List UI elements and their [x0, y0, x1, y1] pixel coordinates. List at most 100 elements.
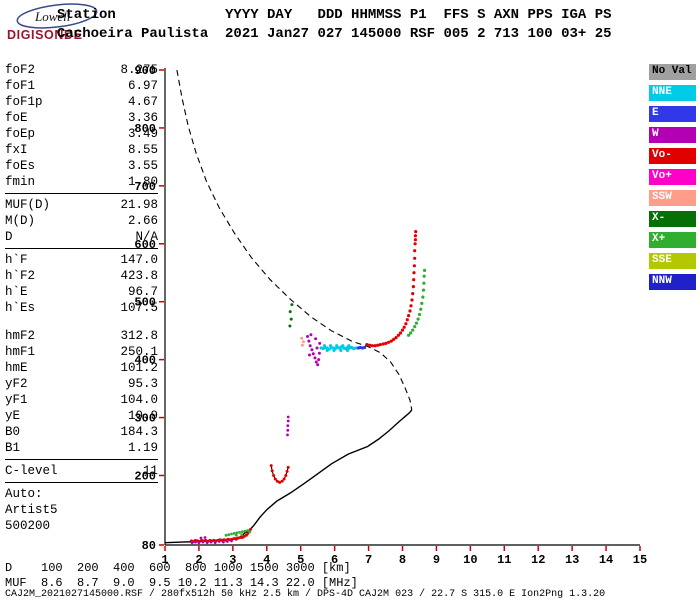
echo-dot [246, 531, 250, 535]
echo-dot [203, 536, 207, 539]
param-value: 107.5 [120, 301, 158, 315]
echo-dot [317, 358, 321, 362]
echo-dot [384, 341, 388, 345]
param-label: h`E [5, 285, 28, 299]
trace-f2-o-spur [413, 230, 418, 242]
param-row-hmf2: hmF2 312.8 [5, 328, 158, 344]
echo-dot [422, 281, 426, 285]
x-tick-label: 15 [633, 553, 647, 563]
echo-dot [408, 309, 412, 313]
x-tick-label: 11 [497, 553, 511, 563]
echo-dot [414, 230, 418, 234]
echo-dot [381, 342, 385, 346]
echo-dot [341, 344, 345, 348]
param-value: 11 [142, 464, 158, 478]
echo-dot [307, 339, 311, 343]
echo-dot [376, 343, 380, 347]
y-tick-label: 80 [142, 539, 156, 553]
legend-item-nne: NNE [649, 85, 696, 101]
echo-dot [290, 303, 294, 307]
echo-dot [396, 333, 400, 337]
echo-dot [410, 298, 414, 302]
echo-dot [286, 424, 290, 428]
logo-digisonde-text: DIGISONDE [7, 28, 83, 42]
trace-f-ssw-cluster [300, 336, 305, 347]
echo-dot [288, 310, 292, 314]
echo-dot [273, 477, 277, 481]
echo-dot [241, 530, 244, 534]
logo-graphic: Lowell DIGISONDE [7, 3, 98, 42]
trace-f-west-cluster [306, 333, 322, 367]
x-tick-label: 8 [399, 553, 406, 563]
echo-dot [419, 307, 423, 311]
legend-item-x-: X- [649, 211, 696, 227]
y-tick-label: 700 [134, 180, 156, 194]
echo-dot [335, 344, 339, 348]
trace-f-x-minus-scatter [288, 303, 294, 328]
param-row-fof1p: foF1p 4.67 [5, 94, 158, 110]
line-topside-model [176, 69, 413, 411]
echo-dot [407, 314, 411, 318]
echo-dot [313, 356, 317, 360]
param-divider [5, 459, 158, 460]
echo-dot [238, 536, 242, 539]
param-label: foF1p [5, 95, 43, 109]
param-value: 3.55 [127, 159, 158, 173]
echo-dot [230, 532, 233, 536]
param-value: 250.1 [120, 345, 158, 359]
echo-dot [301, 340, 305, 344]
echo-dot [421, 295, 425, 299]
param-label: D [5, 230, 13, 244]
x-tick-label: 7 [365, 553, 372, 563]
legend-item-no-val: No Val [649, 64, 696, 80]
echo-dot [394, 336, 398, 340]
echo-dot [194, 540, 197, 544]
trace-f2-o-mode [365, 242, 417, 348]
param-label: Artist5 [5, 503, 58, 517]
echo-dot [310, 348, 314, 352]
x-tick-label: 3 [229, 553, 236, 563]
param-value: 2.66 [127, 214, 158, 228]
echo-dot [413, 249, 417, 253]
echo-dot [314, 337, 318, 341]
trace-f-east-segment [356, 345, 367, 350]
echo-dot [238, 530, 241, 534]
footer-line: CAJ2M_2021027145000.RSF / 280fx512h 50 k… [5, 589, 606, 600]
echo-dot [318, 341, 322, 345]
param-value: 147.0 [120, 253, 158, 267]
echo-dot [420, 301, 424, 305]
legend-item-ssw: SSW [649, 190, 696, 206]
param-label: MUF(D) [5, 198, 51, 212]
echo-dot [405, 318, 409, 322]
param-value: N/A [135, 230, 158, 244]
echo-dot [407, 333, 411, 337]
param-label: yE [5, 409, 21, 423]
echo-dot [289, 317, 293, 321]
echo-dot [370, 344, 374, 348]
echo-dot [416, 317, 420, 321]
echo-dot [339, 348, 343, 352]
param-divider [5, 482, 158, 483]
x-tick-label: 5 [297, 553, 304, 563]
legend-item-sse: SSE [649, 253, 696, 269]
param-label: h`F2 [5, 269, 36, 283]
echo-dot [417, 312, 422, 317]
echo-dot [286, 428, 290, 432]
echo-dot [412, 264, 416, 268]
param-row-hf2: h`F2 423.8 [5, 268, 158, 284]
y-tick-label: 200 [134, 469, 156, 483]
echo-dot [213, 541, 217, 545]
param-label: foF1 [5, 79, 36, 93]
param-label: B1 [5, 441, 21, 455]
param-value: 3.49 [127, 127, 158, 141]
echo-dot [400, 328, 405, 332]
param-label: C-level [5, 464, 58, 478]
dmuf-row-d: D 100 200 400 600 800 1000 1500 3000 [km… [5, 561, 351, 575]
echo-dot [413, 234, 417, 238]
echo-dot [227, 533, 231, 536]
echo-dot [402, 325, 406, 329]
param-value: 6.97 [127, 79, 158, 93]
echo-dot [411, 292, 415, 296]
param-row-hf: h`F 147.0 [5, 252, 158, 268]
